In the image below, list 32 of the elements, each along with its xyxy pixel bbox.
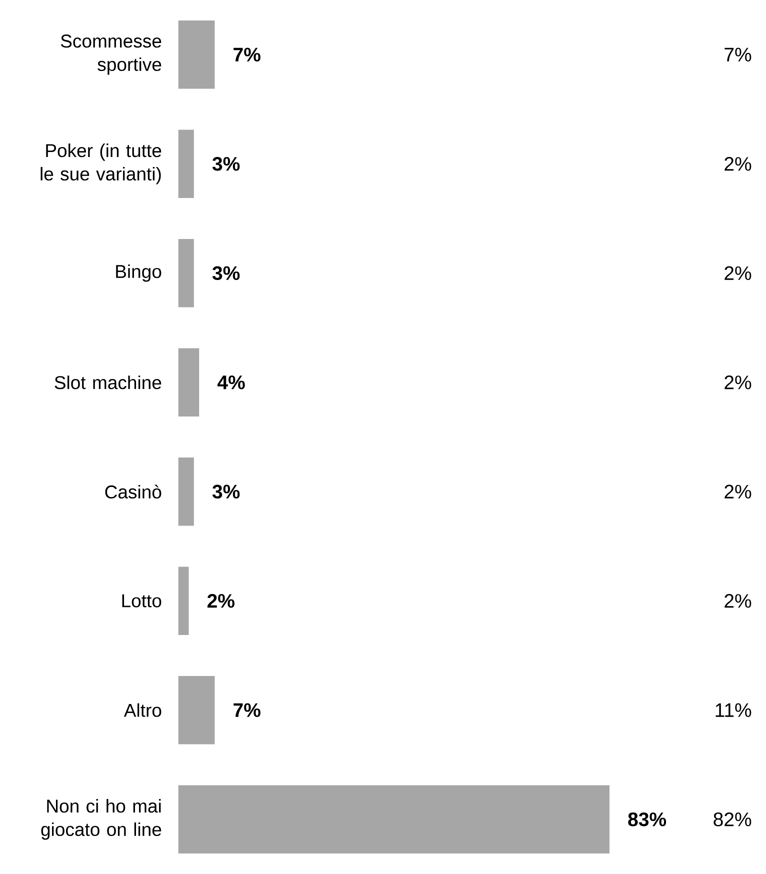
y-tick-label: Altro — [124, 703, 162, 717]
text: 11% — [716, 703, 752, 717]
bar — [178, 239, 194, 308]
text: 2% — [724, 376, 752, 390]
text: 2% — [724, 484, 752, 498]
bar — [178, 566, 189, 635]
bar — [178, 676, 215, 744]
y-tick-label: Slot machine — [54, 376, 162, 390]
text: 82% — [714, 812, 752, 826]
y-tick-label: Poker (in tutte le sue varianti) — [40, 144, 162, 184]
bar — [178, 348, 200, 416]
text: 2% — [724, 266, 752, 280]
data-label: 3% — [212, 156, 240, 171]
data-label: 3% — [212, 266, 240, 280]
y-tick-label: Casinò — [105, 484, 162, 499]
data-label: 83% — [628, 812, 666, 826]
bar — [178, 20, 215, 89]
text: 2% — [724, 594, 752, 608]
bar — [178, 785, 610, 854]
bar — [178, 458, 194, 526]
y-tick-label: Bingo — [116, 264, 162, 282]
y-tick-label: Lotto — [122, 594, 162, 608]
y-tick-label: Non ci ho mai giocato on line — [41, 799, 162, 840]
data-label: 2% — [207, 594, 234, 608]
data-label: 4% — [217, 376, 245, 390]
data-label: 3% — [212, 484, 240, 499]
data-label: 7% — [234, 48, 260, 62]
text: 2% — [724, 157, 752, 171]
data-label: 7% — [234, 703, 260, 717]
y-tick-label: Scommesse sportive — [60, 34, 162, 75]
bar — [178, 130, 194, 198]
text: 7% — [724, 48, 752, 62]
